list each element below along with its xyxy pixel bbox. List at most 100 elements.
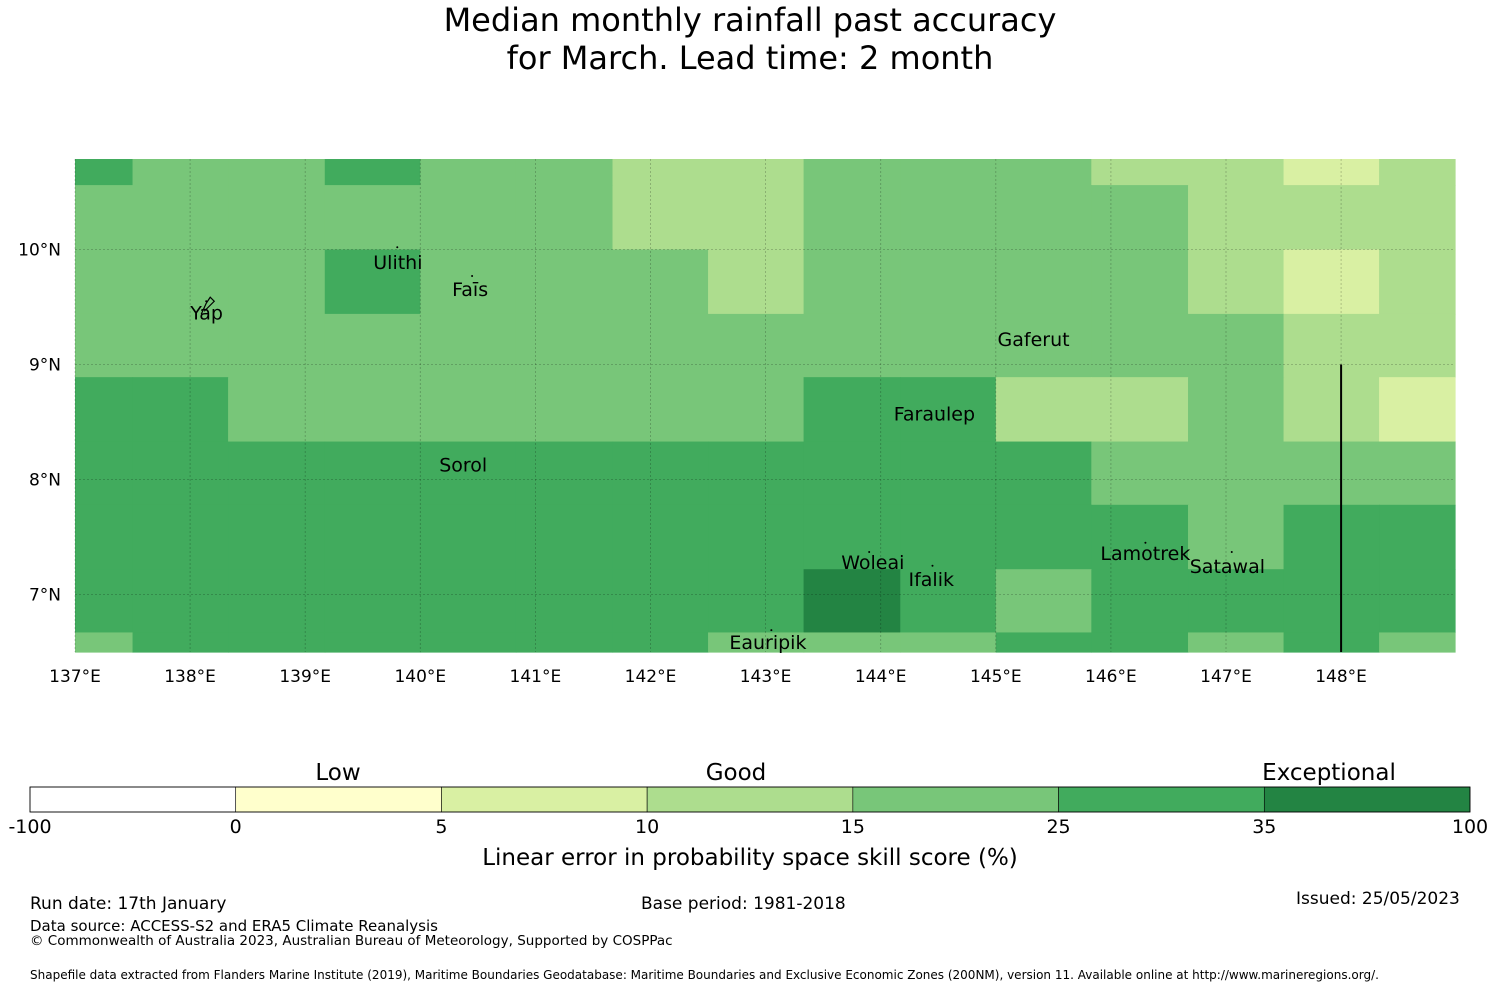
colorbar-exceptional-label: Exceptional [1262, 760, 1396, 786]
skill-cell [708, 504, 805, 570]
colorbar-tick-label: -100 [8, 816, 52, 838]
colorbar-segment [852, 786, 1059, 813]
island-marker [1144, 541, 1147, 544]
skill-cell [612, 313, 709, 378]
skill-cell [612, 569, 709, 634]
skill-cell [420, 313, 517, 378]
skill-cell [708, 185, 805, 251]
skill-cell [1091, 313, 1189, 378]
skill-cell [708, 441, 805, 506]
island-label: Woleai [841, 552, 904, 574]
skill-cell [1283, 632, 1380, 653]
skill-cell [132, 377, 229, 443]
skill-cell [420, 159, 517, 186]
skill-cell [1188, 632, 1285, 653]
skill-cell [1091, 159, 1189, 186]
skill-cell [1379, 159, 1456, 186]
skill-cell [995, 632, 1092, 653]
skill-cell [75, 249, 134, 315]
colorbar-outline [29, 786, 1471, 813]
skill-cell [228, 569, 326, 634]
skill-cell [324, 313, 421, 378]
island-marker [770, 629, 773, 632]
lon-tick-label: 140°E [394, 667, 446, 687]
colorbar-tick-label: 5 [435, 816, 448, 838]
island-marker [396, 246, 399, 249]
skill-cell [803, 569, 901, 634]
island-label: Satawal [1190, 556, 1265, 578]
skill-cell [708, 569, 805, 634]
colorbar [29, 786, 1471, 813]
skill-cell [1188, 377, 1285, 443]
skill-cell [75, 159, 134, 186]
skill-cell [515, 313, 614, 378]
skill-cell [803, 632, 901, 653]
skill-cell [995, 159, 1092, 186]
skill-cell [803, 377, 901, 443]
data-source: Data source: ACCESS-S2 and ERA5 Climate … [30, 917, 438, 935]
skill-cell [900, 441, 997, 506]
skill-cell [515, 159, 614, 186]
island-marker [931, 564, 934, 567]
skill-cell [420, 185, 517, 251]
skill-cell [75, 313, 134, 378]
skill-cell [1379, 441, 1456, 506]
map-title-line-2: for March. Lead time: 2 month [506, 39, 994, 77]
skill-cell [900, 249, 997, 315]
skill-cell [132, 159, 229, 186]
skill-cell [228, 159, 326, 186]
skill-cell [132, 185, 229, 251]
colorbar-segment [1263, 786, 1471, 813]
skill-cell [420, 441, 517, 506]
skill-cell [324, 185, 421, 251]
skill-cell [612, 504, 709, 570]
colorbar-tick-label: 15 [840, 816, 865, 838]
colorbar-title: Linear error in probability space skill … [482, 845, 1018, 871]
skill-cell [1091, 504, 1189, 570]
island-label: Eauripik [729, 632, 806, 654]
skill-cell [324, 569, 421, 634]
island-marker [940, 409, 943, 412]
island-markers [200, 246, 1233, 632]
colorbar-segment [646, 786, 854, 813]
skill-cell [1091, 569, 1189, 634]
island-label: Faraulep [894, 404, 975, 426]
skill-cell [228, 313, 326, 378]
skill-cell [515, 377, 614, 443]
colorbar-tick-label: 0 [229, 816, 242, 838]
skill-cell [75, 632, 134, 653]
skill-cell [1283, 249, 1380, 315]
skill-cell [1283, 377, 1380, 443]
island-label: Ifalik [908, 569, 954, 591]
skill-cell [1091, 441, 1189, 506]
skill-cell [324, 441, 421, 506]
colorbar-segment [1058, 786, 1265, 813]
skill-cell [803, 313, 901, 378]
colorbar-tick-label: 35 [1252, 816, 1277, 838]
skill-cell [228, 249, 326, 315]
skill-cell [995, 569, 1092, 634]
skill-cell [612, 441, 709, 506]
skill-cell [708, 377, 805, 443]
skill-cell [803, 441, 901, 506]
skill-cell [1283, 313, 1380, 378]
skill-cell [1379, 249, 1456, 315]
skill-cell [900, 377, 997, 443]
island-label: Yap [189, 302, 223, 324]
colorbar-tick-label: 25 [1046, 816, 1071, 838]
skill-cell [515, 504, 614, 570]
colorbar-segment [441, 786, 648, 813]
lat-tick-label: 9°N [29, 356, 61, 376]
lat-tick-label: 8°N [29, 471, 61, 491]
skill-cell [228, 632, 326, 653]
skill-cell [995, 377, 1092, 443]
skill-cell [132, 569, 229, 634]
skill-cell [1091, 185, 1189, 251]
skill-grid [75, 159, 1456, 653]
skill-cell [132, 313, 229, 378]
lat-tick-label: 7°N [29, 586, 61, 606]
colorbar-tick-label: 10 [635, 816, 660, 838]
skill-cell [132, 441, 229, 506]
skill-cell [132, 504, 229, 570]
skill-cell [1188, 569, 1285, 634]
